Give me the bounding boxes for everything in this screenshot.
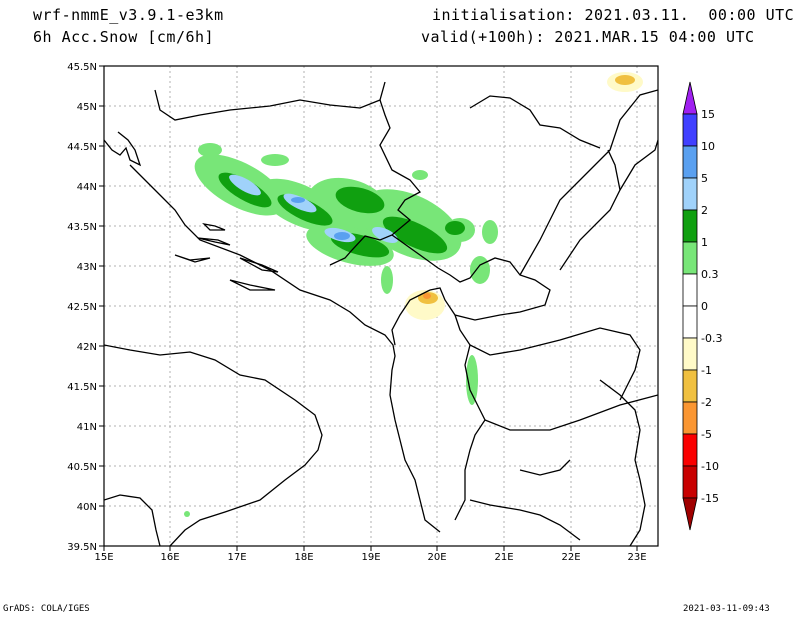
colorbar-segment (682, 209, 698, 243)
grads-credit: GrADS: COLA/IGES (3, 604, 90, 614)
colorbar-segment (682, 305, 698, 339)
lat-label: 40N (77, 502, 97, 513)
lat-label: 43N (77, 262, 97, 273)
lat-label: 45N (77, 102, 97, 113)
lat-labels: 45.5N 45N 44.5N 44N 43.5N 43N 42.5N 42N … (67, 62, 97, 553)
lat-label: 39.5N (67, 542, 97, 553)
snow-field (184, 72, 643, 517)
field-title: 6h Acc.Snow [cm/6h] (33, 28, 215, 46)
colorbar-segment (682, 369, 698, 403)
colorbar-label: -1 (701, 364, 712, 377)
lat-label: 44.5N (67, 142, 97, 153)
colorbar-label: 5 (701, 172, 708, 185)
colorbar-label: -10 (701, 460, 719, 473)
colorbar-segment (682, 241, 698, 275)
colorbar-label: 2 (701, 204, 708, 217)
lat-label: 45.5N (67, 62, 97, 73)
colorbar-segment (682, 177, 698, 211)
lat-label: 42N (77, 342, 97, 353)
colorbar-label: 15 (701, 108, 715, 121)
colorbar-label: 0.3 (701, 268, 719, 281)
lon-label: 16E (160, 552, 179, 563)
lat-label: 44N (77, 182, 97, 193)
colorbar-label: -2 (701, 396, 712, 409)
colorbar-label: 1 (701, 236, 708, 249)
model-name: wrf-nmmE_v3.9.1-e3km (33, 6, 224, 24)
colorbar-segment (682, 113, 698, 147)
colorbar-segment (682, 273, 698, 307)
lat-label: 41.5N (67, 382, 97, 393)
lat-label: 40.5N (67, 462, 97, 473)
colorbar-label: -15 (701, 492, 719, 505)
valid-time: valid(+100h): 2021.MAR.15 04:00 UTC (421, 28, 755, 46)
colorbar-label: -0.3 (701, 332, 722, 345)
colorbar-label: 10 (701, 140, 715, 153)
colorbar-segment (682, 433, 698, 467)
lon-label: 21E (494, 552, 513, 563)
coastlines-borders (104, 81, 658, 546)
lon-label: 15E (94, 552, 113, 563)
lon-label: 19E (361, 552, 380, 563)
lat-label: 43.5N (67, 222, 97, 233)
colorbar: 15 10 5 2 1 0.3 0 -0.3 -1 -2 -5 -10 -15 (682, 81, 722, 531)
lon-labels: 15E 16E 17E 18E 19E 20E 21E 22E 23E (94, 552, 646, 563)
colorbar-label: -5 (701, 428, 712, 441)
colorbar-top-arrow (682, 81, 698, 115)
colorbar-label: 0 (701, 300, 708, 313)
colorbar-segment (682, 465, 698, 499)
colorbar-bottom-arrow (682, 497, 698, 531)
colorbar-segment (682, 145, 698, 179)
lon-label: 17E (227, 552, 246, 563)
lon-label: 23E (627, 552, 646, 563)
lon-label: 20E (427, 552, 446, 563)
render-timestamp: 2021-03-11-09:43 (683, 604, 770, 614)
lon-label: 22E (561, 552, 580, 563)
colorbar-segment (682, 401, 698, 435)
lat-label: 42.5N (67, 302, 97, 313)
lon-label: 18E (294, 552, 313, 563)
init-time: initialisation: 2021.03.11. 00:00 UTC (432, 6, 795, 24)
grid (104, 66, 658, 546)
colorbar-segment (682, 337, 698, 371)
tick-marks (99, 65, 638, 551)
lat-label: 41N (77, 422, 97, 433)
